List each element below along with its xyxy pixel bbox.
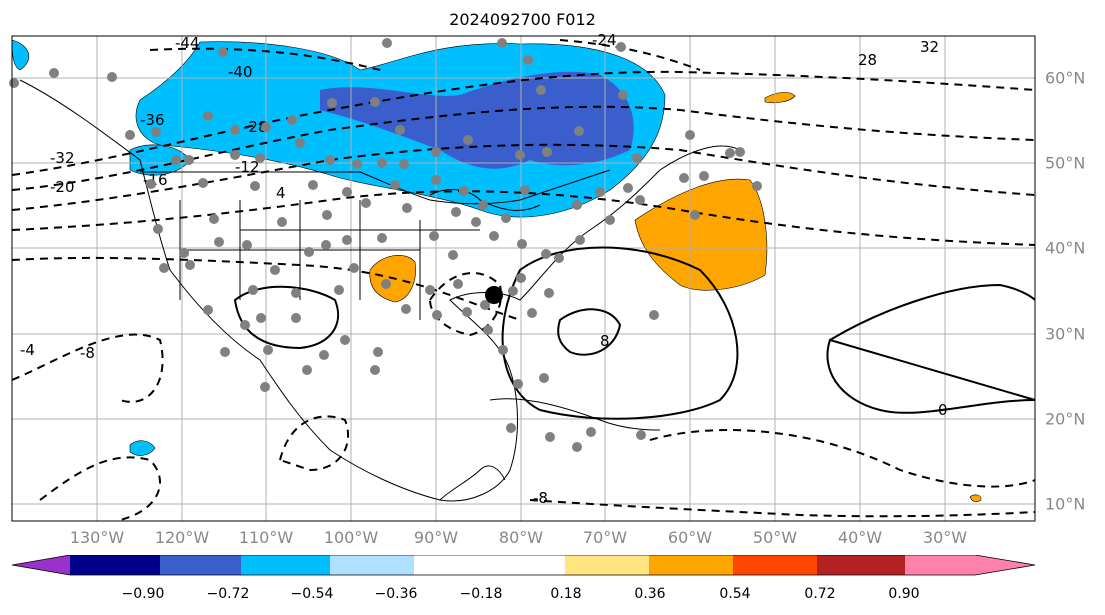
lat-label: 20°N (1045, 409, 1086, 429)
lon-label: 80°W (498, 528, 544, 547)
selected-location-marker (485, 286, 503, 304)
lat-label: 10°N (1045, 494, 1086, 514)
positive-contours (233, 246, 1036, 420)
lon-label: 100°W (323, 528, 379, 547)
contour-label: -8 (80, 344, 95, 362)
contour-label: 28 (858, 51, 877, 69)
positive-anomaly-south (969, 494, 982, 502)
contour-label: -40 (228, 63, 253, 81)
contour-label: -28 (243, 118, 268, 136)
colorbar-tick: −0.90 (121, 586, 165, 602)
lat-label: 30°N (1045, 324, 1086, 344)
colorbar-tick: −0.54 (290, 586, 334, 602)
contour-label: -32 (50, 149, 75, 167)
high-inner (557, 308, 622, 356)
graticule (12, 36, 1035, 521)
contour-label: -36 (140, 111, 165, 129)
negative-contours (11, 39, 1036, 521)
colorbar-extend-left (12, 555, 70, 575)
colorbar (11, 555, 1036, 576)
lon-label: 120°W (154, 528, 210, 547)
colorbar-bin (733, 555, 817, 575)
contour-label: -20 (50, 178, 75, 196)
colorbar-bin (565, 555, 649, 575)
lat-label: 50°N (1045, 153, 1086, 173)
colorbar-tick: 0.18 (550, 586, 582, 602)
colorbar-tick: 0.72 (804, 586, 836, 602)
high-outer (501, 246, 739, 420)
lat-label: 60°N (1045, 68, 1086, 88)
lon-label: 50°W (752, 528, 798, 547)
shaded-anomaly-layer (11, 39, 982, 502)
colorbar-bin (160, 555, 241, 575)
map-panel: -44 -40 -36 -32 -28 -24 -20 -16 -12 -8 -… (9, 31, 1036, 522)
lon-label: 110°W (238, 528, 294, 547)
colorbar-bin (649, 555, 733, 575)
central-america (439, 465, 506, 501)
contour-label: -12 (235, 158, 260, 176)
us-canada-border (140, 169, 611, 205)
contour-label: 0 (938, 401, 948, 419)
lon-label: 40°W (837, 528, 883, 547)
colorbar-bin (241, 555, 330, 575)
colorbar-bin (905, 555, 975, 575)
colorbar-extend-right (975, 555, 1035, 575)
colorbar-bin (70, 555, 160, 575)
contour-label: -8 (533, 489, 548, 507)
lon-label: 60°W (667, 528, 713, 547)
positive-anomaly-north (764, 92, 796, 104)
east-high (826, 283, 1036, 414)
colorbar-tick: 0.36 (634, 586, 666, 602)
lon-label: 70°W (582, 528, 628, 547)
colorbar-bin (330, 555, 414, 575)
west-high (233, 285, 340, 350)
great-lakes (429, 189, 541, 211)
colorbar-bin (817, 555, 905, 575)
colorbar-tick: −0.72 (206, 586, 250, 602)
station-markers (9, 38, 762, 452)
lon-label: 90°W (413, 528, 459, 547)
colorbar-tick: −0.36 (374, 586, 418, 602)
negative-anomaly-bc (11, 39, 30, 71)
coastlines-borders (19, 79, 741, 502)
colorbar-tick: 0.54 (719, 586, 751, 602)
contour-label: 4 (276, 184, 286, 202)
colorbar-tick: −0.18 (459, 586, 503, 602)
negative-anomaly-pacific (129, 440, 156, 456)
contour-label: 32 (920, 38, 939, 56)
contour-label: -24 (592, 31, 617, 49)
lon-label: 30°W (922, 528, 968, 547)
map-frame (11, 35, 1036, 522)
contour-value-labels: -44 -40 -36 -32 -28 -24 -20 -16 -12 -8 -… (20, 31, 948, 507)
positive-anomaly-atlantic (634, 178, 768, 291)
cuba-caribbean (489, 398, 661, 431)
colorbar-tick: 0.90 (888, 586, 920, 602)
contour-label: 8 (600, 332, 610, 350)
contour-label: -4 (20, 341, 35, 359)
contour-label: -44 (175, 34, 200, 52)
lat-label: 40°N (1045, 238, 1086, 258)
lon-label: 130°W (69, 528, 125, 547)
map-title: 2024092700 F012 (449, 10, 596, 29)
